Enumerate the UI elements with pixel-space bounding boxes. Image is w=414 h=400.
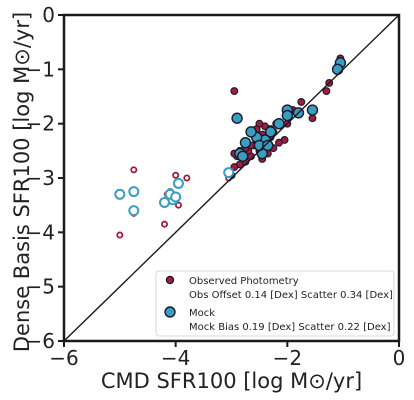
mock-point [264, 126, 277, 138]
legend-observed-marker [165, 275, 175, 285]
observed-point [174, 201, 182, 209]
mock-point [159, 196, 170, 208]
observed-point [130, 166, 138, 174]
mock-point [245, 126, 257, 138]
observed-point [183, 174, 191, 182]
ticks: −6 −4 −2 0 0 −1 −2 −3 −4 −5 −6 [26, 3, 406, 370]
y-tick-label: −5 [26, 275, 55, 299]
plot-frame [62, 13, 401, 343]
legend-observed-label: Observed Photometry [189, 276, 299, 287]
observed-point [255, 119, 264, 128]
observed-point [160, 220, 168, 228]
y-tick-label: −6 [26, 329, 55, 353]
y-tick-label: −1 [26, 57, 55, 81]
y-tick-label: −2 [26, 112, 55, 136]
mock-point [223, 167, 235, 179]
y-axis-label: Dense Basis SFR100 [log M⊙/yr] [10, 12, 34, 352]
one-to-one-line [63, 14, 400, 342]
legend-mock-marker [164, 306, 176, 318]
y-tick-label: −4 [26, 220, 55, 244]
observed-point [230, 87, 239, 96]
mock-point [236, 150, 249, 162]
x-tick-label: −6 [49, 346, 78, 370]
y-tick-label: 0 [42, 3, 55, 27]
mock-point [239, 136, 252, 149]
mock-point [281, 109, 294, 122]
legend: Observed Photometry Obs Offset 0.14 [Dex… [155, 270, 395, 337]
mock-point [231, 112, 243, 124]
mock-point [262, 139, 274, 152]
observed-point [308, 114, 317, 123]
chart-marks [114, 54, 347, 239]
mock-point [170, 191, 182, 203]
x-axis-label: CMD SFR100 [log M⊙/yr] [101, 369, 362, 393]
y-tick-label: −3 [26, 166, 55, 190]
observed-point [275, 138, 283, 147]
mock-point [172, 177, 184, 189]
x-tick-label: −4 [161, 346, 190, 370]
observed-point [322, 87, 331, 96]
observed-point [116, 231, 124, 239]
mock-point [114, 188, 126, 200]
mock-point [306, 104, 319, 116]
legend-box [155, 270, 395, 337]
mock-point [331, 63, 344, 76]
legend-observed-stats: Obs Offset 0.14 [Dex] Scatter 0.34 [Dex] [189, 290, 393, 301]
mock-point [128, 186, 140, 198]
legend-mock-stats: Mock Bias 0.19 [Dex] Scatter 0.22 [Dex] [189, 322, 391, 333]
x-tick-label: 0 [393, 346, 406, 370]
legend-mock-label: Mock [189, 308, 215, 319]
observed-point [172, 171, 180, 179]
mock-point [128, 205, 140, 217]
mock-point [273, 117, 285, 130]
observed-point [297, 97, 306, 106]
x-tick-label: −2 [273, 346, 302, 370]
